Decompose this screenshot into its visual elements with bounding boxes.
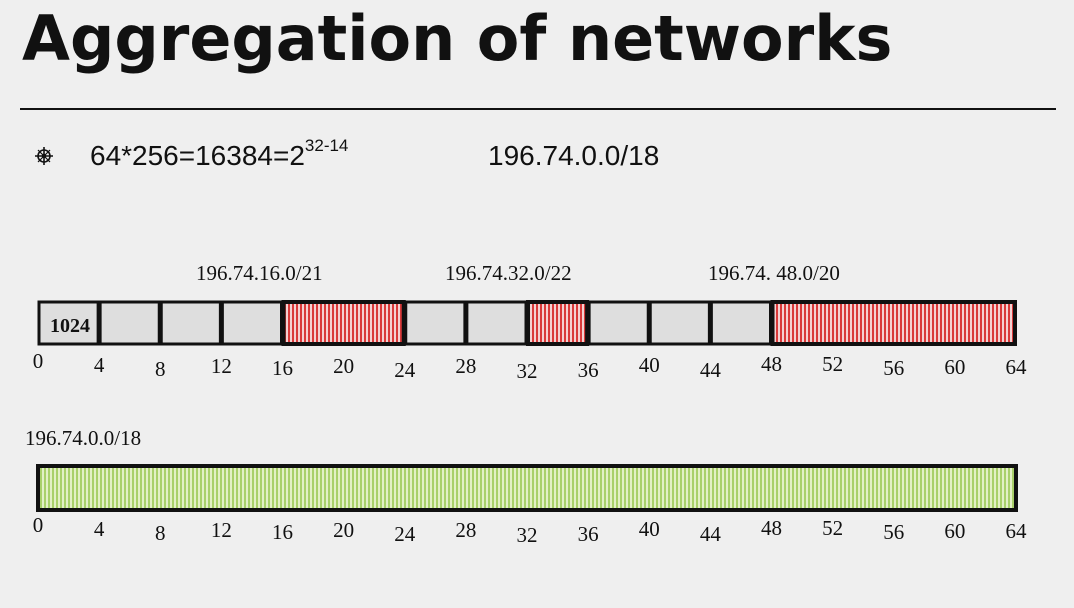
- tick-label: 24: [394, 358, 416, 382]
- address-count-formula: 64*256=16384=232-14: [90, 137, 348, 172]
- address-cell: [98, 300, 161, 346]
- tick-label: 60: [944, 355, 965, 379]
- aggregate-bar-label: 196.74.0.0/18: [25, 426, 142, 450]
- tick-label: 8: [155, 357, 166, 381]
- address-cell: [587, 300, 650, 346]
- tick-label: 16: [272, 520, 293, 544]
- formula-base: 64*256=16384=2: [90, 140, 305, 171]
- tick-label: 52: [822, 516, 843, 540]
- prefix-label-22: 196.74.32.0/22: [445, 261, 572, 285]
- bottom-tick-labels: 0 4 8 12 16 20 24 28 32 36 40 44 48 52 56 60 64: [33, 513, 1027, 547]
- tick-label: 0: [33, 513, 44, 537]
- address-cell: [404, 300, 467, 346]
- address-cell: [648, 300, 711, 346]
- title-divider: [20, 108, 1056, 110]
- tick-label: 56: [883, 520, 904, 544]
- prefix-label-20: 196.74. 48.0/20: [708, 261, 840, 285]
- tick-label: 40: [639, 517, 660, 541]
- tick-label: 4: [94, 353, 105, 377]
- tick-label: 52: [822, 352, 843, 376]
- tick-label: 44: [700, 358, 722, 382]
- aggregated-block-bar: [36, 464, 1018, 512]
- tick-label: 48: [761, 516, 782, 540]
- tick-label: 20: [333, 354, 354, 378]
- tick-label: 12: [211, 354, 232, 378]
- address-cell: [709, 300, 772, 346]
- tick-label: 44: [700, 522, 722, 546]
- tick-label: 4: [94, 517, 105, 541]
- tick-label: 28: [455, 354, 476, 378]
- prefix-label-21: 196.74.16.0/21: [196, 261, 323, 285]
- tick-label: 32: [517, 523, 538, 547]
- tick-label: 48: [761, 352, 782, 376]
- address-cell: [37, 300, 100, 346]
- allocated-block: [281, 300, 406, 346]
- tick-label: 28: [455, 518, 476, 542]
- address-cell: [220, 300, 283, 346]
- tick-label: 36: [578, 358, 599, 382]
- tick-label: 0: [33, 349, 44, 373]
- tick-label: 12: [211, 518, 232, 542]
- tick-label: 16: [272, 356, 293, 380]
- tick-label: 64: [1006, 355, 1028, 379]
- tick-label: 64: [1006, 519, 1028, 543]
- first-cell-size: 1024: [50, 315, 90, 337]
- allocated-block: [770, 300, 1017, 346]
- allocated-block: [526, 300, 590, 346]
- tick-label: 20: [333, 518, 354, 542]
- tick-label: 60: [944, 519, 965, 543]
- top-tick-labels: 0 4 8 12 16 20 24 28 32 36 40 44 48 52 56 60 64: [33, 349, 1027, 383]
- address-block-bar: 1024: [37, 300, 1017, 346]
- tick-label: 56: [883, 356, 904, 380]
- address-cell: [159, 300, 222, 346]
- tick-label: 24: [394, 522, 416, 546]
- tick-label: 32: [517, 359, 538, 383]
- tick-label: 36: [578, 522, 599, 546]
- aggregate-block: [36, 464, 1018, 512]
- address-cell: [465, 300, 528, 346]
- tick-label: 8: [155, 521, 166, 545]
- ornate-bullet-icon: [35, 147, 53, 165]
- tick-label: 40: [639, 353, 660, 377]
- slide-title: Aggregation of networks: [22, 2, 893, 75]
- formula-exponent: 32-14: [304, 136, 349, 155]
- aggregate-prefix: 196.74.0.0/18: [488, 140, 660, 171]
